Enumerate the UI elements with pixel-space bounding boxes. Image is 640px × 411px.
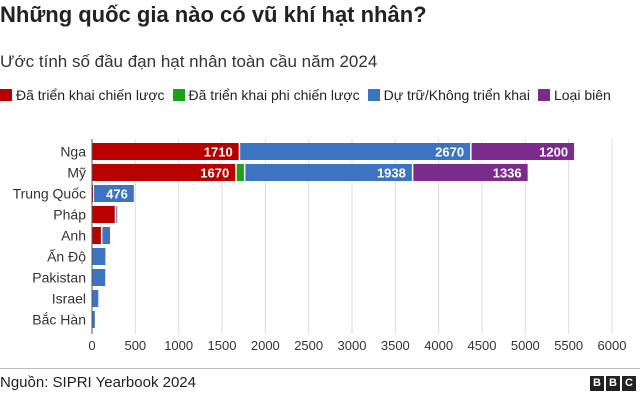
bar-anh-du-tru-khong-trien-khai: [102, 227, 110, 244]
stacked-bar-chart: Nga 1710 2670 1200 Mỹ 1670 1938 1336 Trung Quốc 4…: [13, 139, 627, 353]
x-tick-label: 6000: [598, 338, 627, 353]
x-tick-label: 3500: [381, 338, 410, 353]
bbc-logo: B B C: [590, 376, 636, 391]
bar-nga-du-tru-khong-trien-khai: [240, 143, 471, 160]
legend-swatch: [0, 89, 12, 101]
bbc-logo-letter: B: [606, 376, 620, 391]
legend-item-da-trien-khai-phi-chien-luoc: Đã triển khai phi chiến lược: [172, 85, 360, 105]
data-label: 1710: [204, 145, 233, 160]
legend-item-da-trien-khai-chien-luoc: Đã triển khai chiến lược: [0, 85, 165, 105]
legend-swatch: [172, 89, 185, 101]
x-tick-label: 2000: [251, 338, 280, 353]
data-label: 1200: [539, 145, 568, 160]
legend-swatch: [367, 89, 380, 101]
chart-title: Những quốc gia nào có vũ khí hạt nhân?: [0, 2, 427, 27]
x-tick-label: 1000: [164, 338, 193, 353]
chart-subtitle: Ước tính số đầu đạn hạt nhân toàn cầu nă…: [0, 52, 378, 71]
data-label: 1336: [493, 166, 522, 181]
bar-my-da-trien-khai-chien-luoc: [92, 164, 236, 181]
data-label: 1670: [200, 166, 229, 181]
bar-anh-da-trien-khai-chien-luoc: [92, 227, 101, 244]
x-tick-label: 0: [88, 338, 95, 353]
bar-nga-loai-bien: [471, 143, 575, 160]
bbc-logo-letter: C: [622, 376, 636, 391]
x-tick-label: 2500: [294, 338, 323, 353]
legend-swatch: [537, 89, 550, 101]
bar-trung-quoc-du-tru-khong-trien-khai: [94, 185, 134, 202]
data-label: 1938: [377, 166, 406, 181]
bbc-logo-letter: B: [590, 376, 604, 391]
source-note: Nguồn: SIPRI Yearbook 2024: [0, 374, 196, 391]
bar-an-do-du-tru-khong-trien-khai: [92, 248, 106, 265]
bar-bac-han-du-tru-khong-trien-khai: [92, 311, 95, 328]
legend-label: Loại biên: [553, 87, 611, 103]
x-tick-label: 3000: [338, 338, 367, 353]
bar-phap-du-tru-khong-trien-khai: [116, 206, 118, 223]
data-label: 2670: [435, 145, 464, 160]
bar-my-loai-bien: [413, 164, 528, 181]
category-label-nga: Nga: [60, 144, 86, 160]
legend-item-loai-bien: Loại biên: [537, 85, 611, 105]
legend-label: Dự trữ/Không triển khai: [383, 87, 530, 103]
bar-israel-du-tru-khong-trien-khai: [92, 290, 99, 307]
bar-phap-da-trien-khai-chien-luoc: [92, 206, 115, 223]
bar-my-da-trien-khai-phi-chien-luoc: [236, 164, 244, 181]
bar-pakistan-du-tru-khong-trien-khai: [92, 269, 106, 286]
data-label: 476: [106, 187, 128, 202]
bar-nga-da-trien-khai-chien-luoc: [92, 143, 239, 160]
category-label-trung-quoc: Trung Quốc: [13, 186, 86, 202]
legend: Đã triển khai chiến lược Đã triển khai ph…: [0, 85, 630, 105]
bar-my-du-tru-khong-trien-khai: [245, 164, 412, 181]
category-label-bac-han: Bắc Hàn: [32, 312, 86, 328]
legend-label: Đã triển khai chiến lược: [16, 87, 165, 103]
legend-label: Đã triển khai phi chiến lược: [188, 87, 360, 103]
x-tick-label: 4500: [468, 338, 497, 353]
x-tick-label: 4000: [424, 338, 453, 353]
category-label-my: Mỹ: [67, 165, 86, 181]
x-tick-label: 500: [124, 338, 146, 353]
category-label-an-do: Ấn Độ: [47, 249, 86, 265]
category-label-anh: Anh: [61, 228, 86, 244]
category-label-phap: Pháp: [53, 207, 86, 223]
legend-item-du-tru-khong-trien-khai: Dự trữ/Không triển khai: [367, 85, 530, 105]
footer-divider: [0, 368, 640, 369]
x-tick-label: 1500: [208, 338, 237, 353]
category-label-israel: Israel: [52, 291, 86, 307]
x-tick-label: 5500: [554, 338, 583, 353]
x-tick-label: 5000: [511, 338, 540, 353]
category-label-pakistan: Pakistan: [32, 270, 86, 286]
